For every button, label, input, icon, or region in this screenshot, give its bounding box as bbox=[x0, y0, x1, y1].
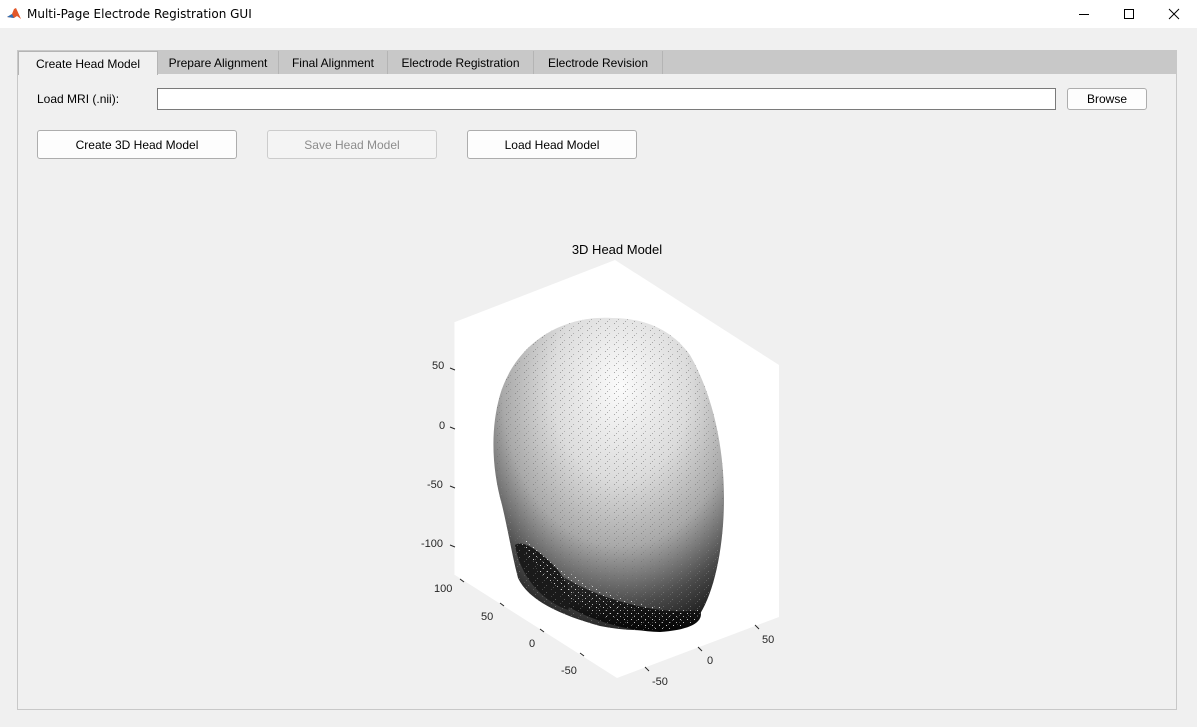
y-tick-label: 0 bbox=[529, 638, 536, 650]
tab-electrode-registration[interactable]: Electrode Registration bbox=[388, 51, 534, 74]
tab-create-head-model[interactable]: Create Head Model bbox=[18, 51, 158, 75]
minimize-button[interactable] bbox=[1061, 0, 1107, 28]
window-title: Multi-Page Electrode Registration GUI bbox=[27, 7, 252, 21]
x-tick-label: 0 bbox=[707, 655, 714, 667]
y-tick-label: 100 bbox=[434, 583, 453, 595]
matlab-icon bbox=[6, 6, 22, 22]
save-head-model-button: Save Head Model bbox=[267, 130, 437, 159]
tab-electrode-revision[interactable]: Electrode Revision bbox=[534, 51, 663, 74]
z-tick-label: 50 bbox=[432, 360, 445, 372]
create-head-model-button[interactable]: Create 3D Head Model bbox=[37, 130, 237, 159]
y-tick-label: -50 bbox=[561, 665, 577, 677]
load-head-model-button[interactable]: Load Head Model bbox=[467, 130, 637, 159]
browse-button[interactable]: Browse bbox=[1067, 88, 1147, 110]
z-tick-label: -100 bbox=[421, 538, 444, 550]
title-bar: Multi-Page Electrode Registration GUI bbox=[0, 0, 1197, 28]
tab-prepare-alignment[interactable]: Prepare Alignment bbox=[158, 51, 279, 74]
tab-strip: Create Head Model Prepare Alignment Fina… bbox=[18, 51, 1176, 75]
axes-title: 3D Head Model bbox=[571, 242, 663, 257]
y-tick-label: 50 bbox=[481, 611, 494, 623]
z-tick-label: -50 bbox=[427, 479, 443, 491]
x-tick-label: -50 bbox=[652, 676, 668, 688]
mri-label: Load MRI (.nii): bbox=[37, 92, 120, 106]
x-tick-label: 50 bbox=[762, 634, 775, 646]
close-button[interactable] bbox=[1151, 0, 1197, 28]
z-tick-label: 0 bbox=[439, 420, 446, 432]
maximize-icon bbox=[1124, 9, 1134, 19]
mri-path-input[interactable] bbox=[157, 88, 1056, 110]
maximize-button[interactable] bbox=[1106, 0, 1152, 28]
minimize-icon bbox=[1079, 14, 1089, 15]
close-icon bbox=[1168, 8, 1180, 20]
tab-final-alignment[interactable]: Final Alignment bbox=[279, 51, 388, 74]
